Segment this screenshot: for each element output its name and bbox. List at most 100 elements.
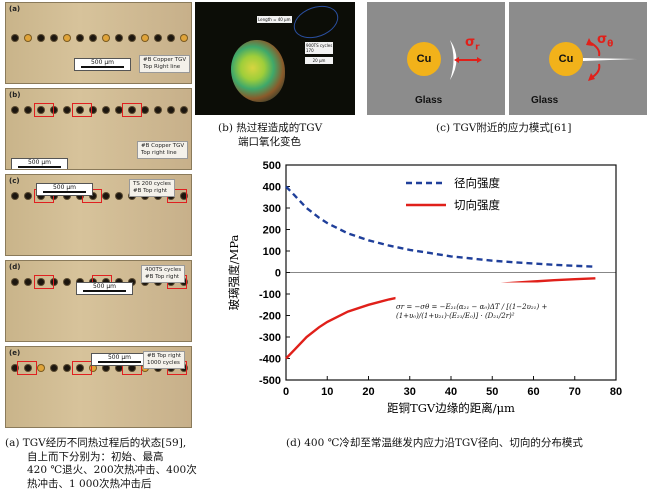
tgv-hole: [181, 35, 187, 41]
arrow-head-bottom: [588, 73, 595, 81]
tgv-hole: [168, 107, 174, 113]
caption-b-line-1: (b) 热过程造成的TGV: [218, 122, 323, 134]
highlight-box: [122, 103, 142, 117]
caption-d: (d) 400 ℃冷却至常温继发内应力沿TGV径向、切向的分布模式: [286, 437, 583, 449]
tgv-hole: [103, 35, 109, 41]
tgv-hole: [38, 279, 44, 285]
tgv-hole: [12, 35, 18, 41]
tgv-hole: [12, 365, 18, 371]
caption-a: (a) TGV经历不同热过程后的状态[59], 自上而下分别为：初始、最高 42…: [5, 437, 205, 491]
crack-shape: [450, 40, 457, 80]
stress-formula: σr = −σθ = −E₂₁(α₂₁ − α₀)ΔT / [(1−2υ₂₁) …: [396, 303, 547, 320]
micrograph-tag: (d): [9, 263, 21, 271]
y-tick-label: -500: [259, 375, 281, 387]
via-row: [12, 103, 187, 117]
tgv-hole: [77, 365, 83, 371]
x-axis-label: 距铜TGV边缘的距离/μm: [387, 401, 515, 415]
stress-mode-tangential: Cu σθ Glass: [509, 2, 647, 115]
tgv-hole: [90, 365, 96, 371]
tgv-hole: [64, 365, 70, 371]
tgv-hole: [77, 193, 83, 199]
tgv-hole: [142, 35, 148, 41]
highlight-box: [72, 361, 92, 375]
tgv-hole: [129, 35, 135, 41]
tgv-hole: [12, 107, 18, 113]
stress-mode-radial: Cu σr Glass: [367, 2, 505, 115]
tgv-hole: [51, 193, 57, 199]
tgv-hole: [116, 35, 122, 41]
scale-bar: 500 μm: [11, 158, 68, 169]
tgv-hole: [103, 193, 109, 199]
y-tick-label: -200: [259, 311, 281, 323]
sigma-theta-label: σθ: [597, 32, 613, 50]
scale-bar: 500 μm: [91, 353, 148, 366]
highlight-box: [34, 103, 54, 117]
micrograph-panel: (c) 500 μm TS 200 cycles #B Top right: [5, 174, 192, 256]
tgv-hole: [25, 193, 31, 199]
tgv-hole: [116, 365, 122, 371]
scale-label: 20 μm: [305, 57, 333, 64]
oxidation-micrograph: Length = 40 μm 900TS cycles 170 20 μm: [195, 2, 355, 115]
scale-bar: 500 μm: [76, 282, 133, 295]
glass-label-left: Glass: [415, 95, 443, 106]
caption-b: (b) 热过程造成的TGV 端口氧化变色: [218, 122, 322, 149]
tgv-hole: [103, 107, 109, 113]
y-tick-label: -100: [259, 289, 281, 301]
legend-label-2: 切向强度: [454, 198, 500, 212]
highlight-box: [34, 275, 54, 289]
tgv-hole: [90, 107, 96, 113]
tgv-hole: [155, 35, 161, 41]
y-tick-label: 300: [263, 203, 281, 215]
caption-c: (c) TGV附近的应力模式[61]: [436, 122, 572, 134]
tgv-hole: [90, 193, 96, 199]
length-label: Length = 40 μm: [257, 16, 292, 23]
tgv-hole: [25, 35, 31, 41]
micrograph-tag: (b): [9, 91, 21, 99]
tgv-hole: [38, 35, 44, 41]
y-tick-label: -300: [259, 332, 281, 344]
arrow-head-right: [477, 57, 482, 63]
caption-a-line-2: 自上而下分别为：初始、最高: [27, 450, 164, 463]
sample-note: TS 200 cycles #B Top right: [129, 179, 175, 197]
x-tick-label: 80: [610, 386, 622, 398]
y-tick-label: 0: [275, 268, 281, 280]
sigma-r-subscript: r: [475, 42, 480, 53]
micrograph-panel: (a) 500 μm #B Copper TGV Top Right line: [5, 2, 192, 84]
copper-core: Cu: [407, 42, 441, 76]
caption-a-line-4: 热冲击、1 000次热冲击后: [27, 477, 152, 490]
tgv-hole: [77, 107, 83, 113]
y-axis-label: 玻璃强度/MPa: [227, 234, 241, 310]
tgv-hole: [142, 107, 148, 113]
cycles-label: 900TS cycles 170: [305, 42, 334, 54]
micrograph-panel: (e) 500 μm #B Top right 1000 cycles: [5, 346, 192, 428]
y-tick-label: 400: [263, 182, 281, 194]
tgv-hole: [12, 279, 18, 285]
y-tick-label: 500: [263, 160, 281, 172]
sigma-r-label: σr: [465, 35, 480, 53]
tgv-hole: [25, 279, 31, 285]
tgv-hole: [25, 107, 31, 113]
sigma-r-symbol: σ: [465, 35, 476, 50]
tgv-hole: [25, 365, 31, 371]
tgv-hole: [116, 193, 122, 199]
highlight-box: [72, 103, 92, 117]
x-tick-label: 50: [486, 386, 498, 398]
y-tick-label: 200: [263, 225, 281, 237]
x-tick-label: 40: [445, 386, 457, 398]
micrograph-panel: (b) 500 μm #B Copper TGV Top right line: [5, 88, 192, 170]
scale-bar: 500 μm: [74, 58, 131, 71]
tgv-hole: [51, 365, 57, 371]
tgv-hole: [38, 107, 44, 113]
tangential-crack-graphic: [583, 38, 637, 81]
x-tick-label: 10: [321, 386, 333, 398]
sample-note: #B Copper TGV Top Right line: [139, 55, 191, 73]
sample-note: 400TS cycles #B Top right: [141, 265, 186, 283]
x-tick-label: 20: [362, 386, 374, 398]
tgv-hole: [64, 193, 70, 199]
tgv-hole: [38, 365, 44, 371]
tgv-hole: [64, 35, 70, 41]
sigma-theta-symbol: σ: [597, 32, 608, 47]
y-tick-label: 100: [263, 246, 281, 258]
radial-crack-graphic: [450, 40, 482, 80]
tgv-hole: [38, 193, 44, 199]
